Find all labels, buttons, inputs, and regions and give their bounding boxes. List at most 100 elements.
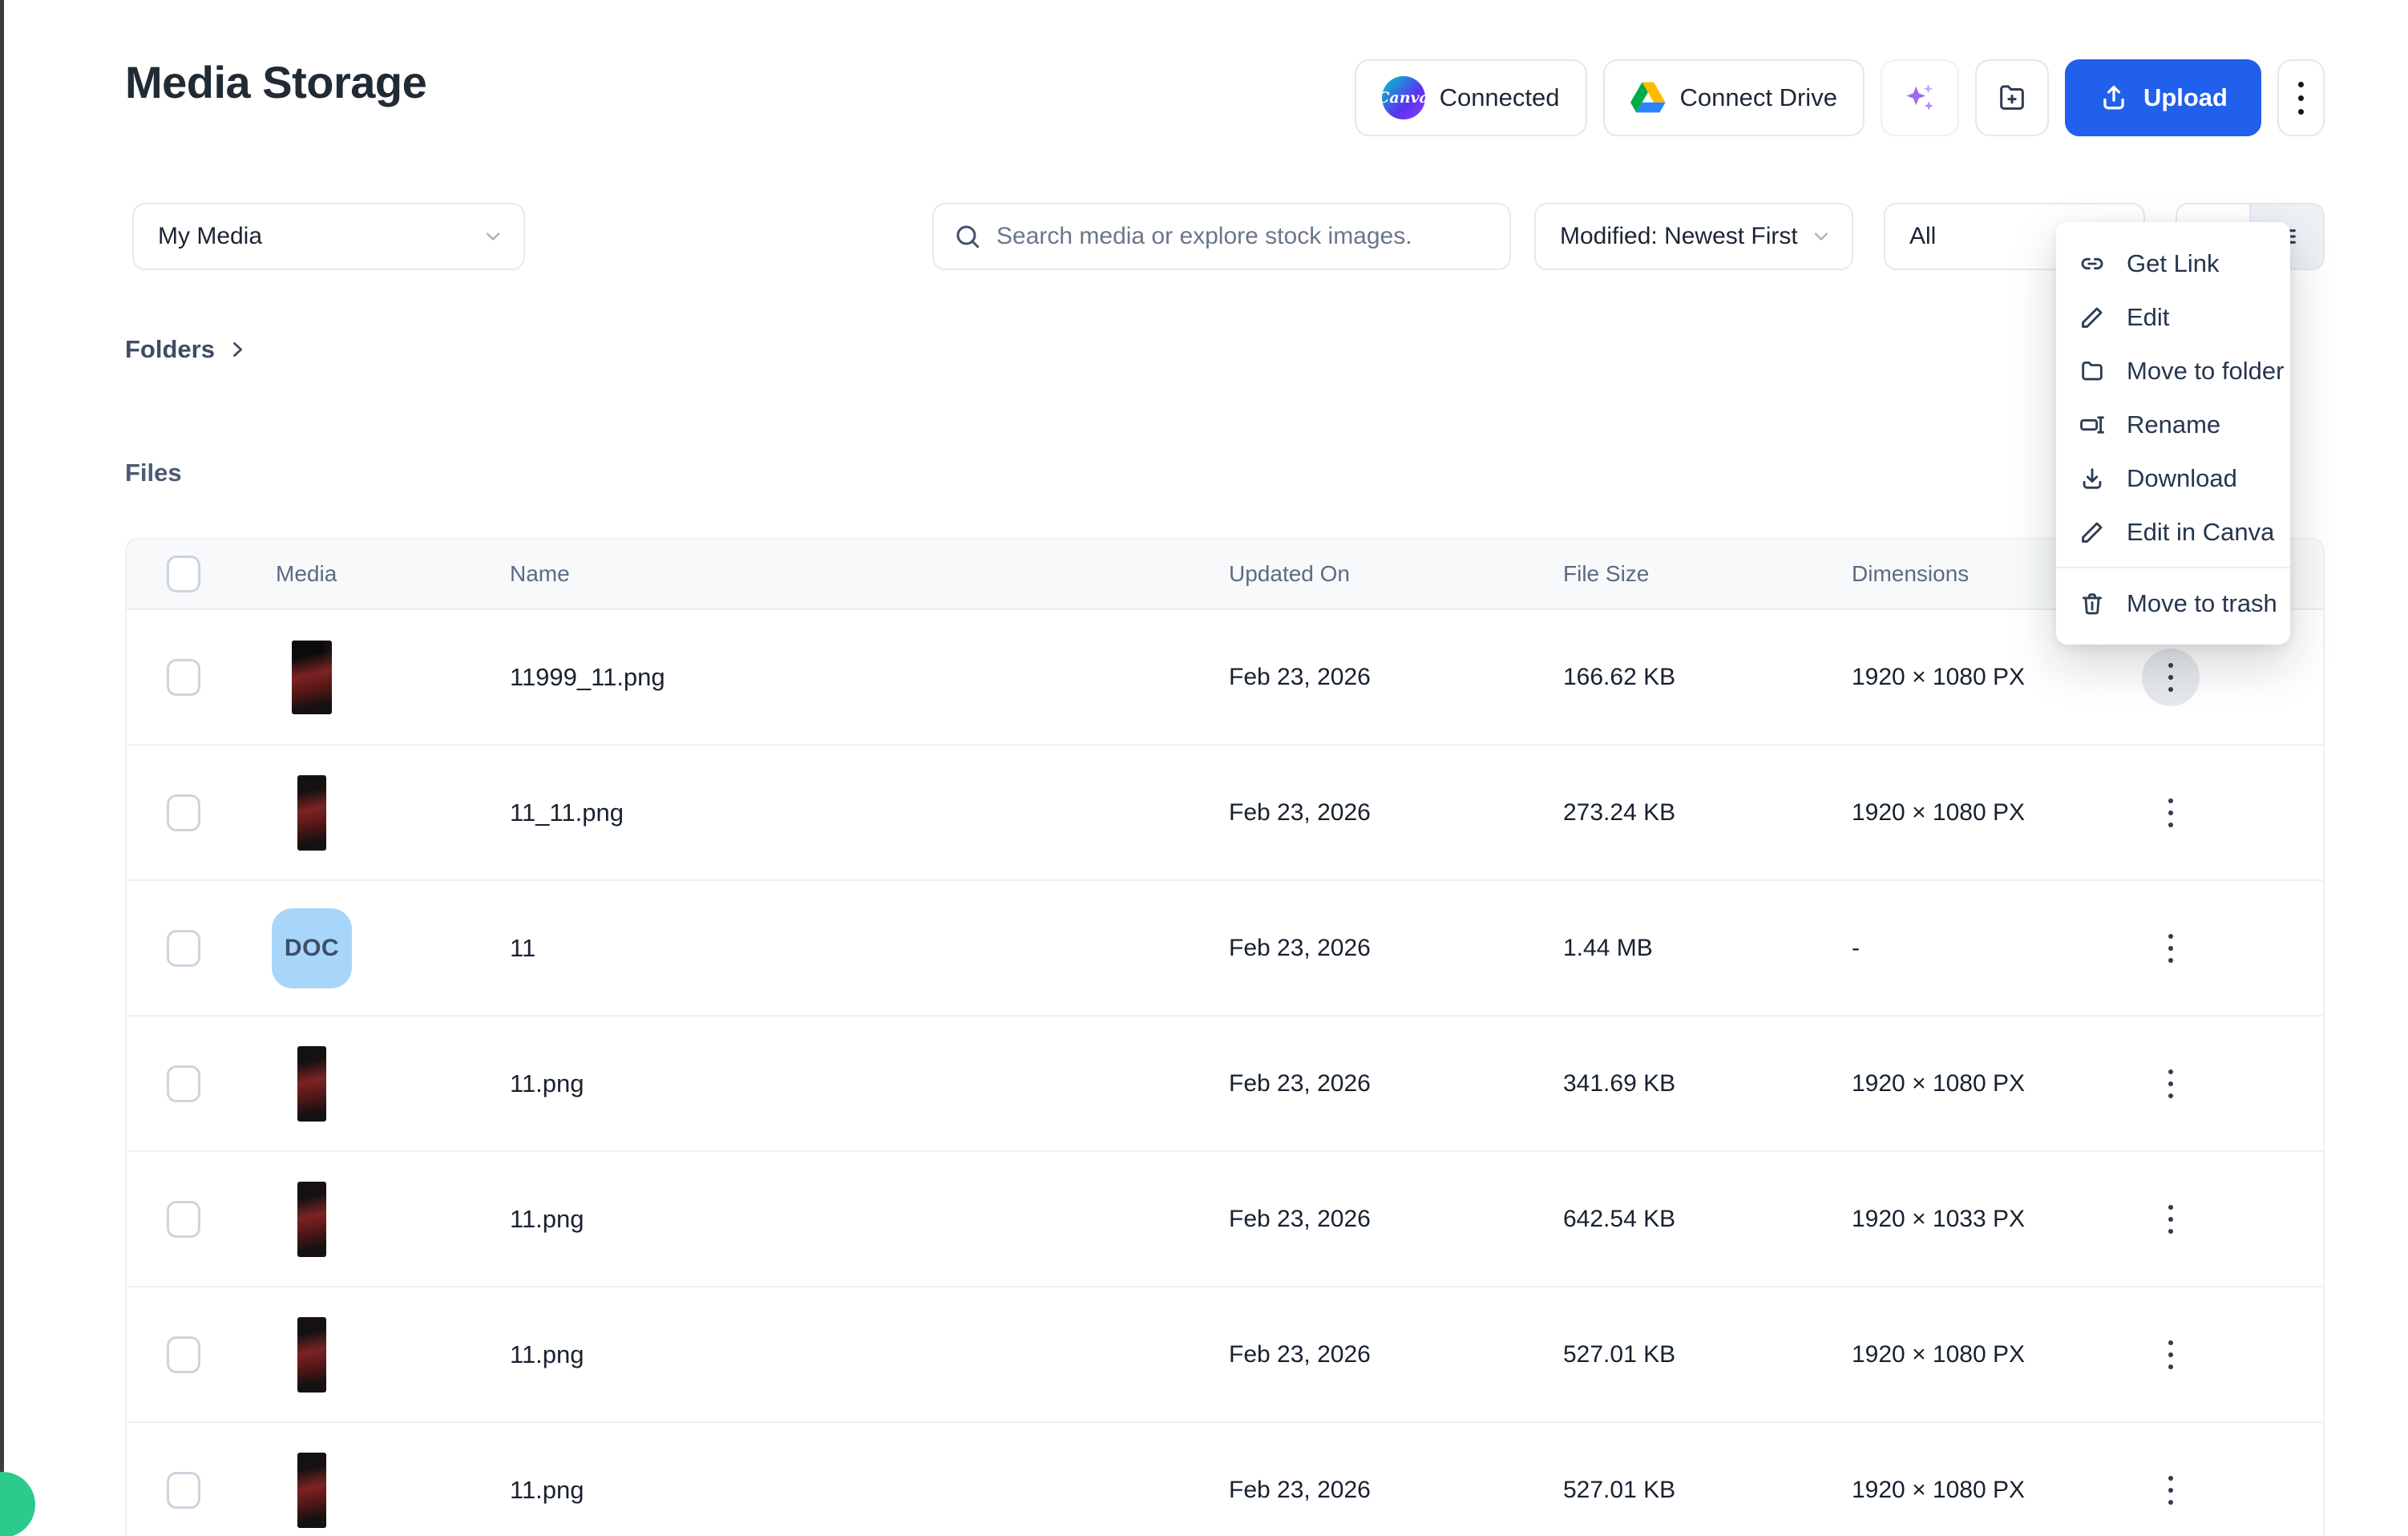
file-name: 11.png [510, 1204, 584, 1233]
pencil-icon [2079, 304, 2106, 331]
rename-icon [2079, 411, 2106, 439]
file-dimensions: 1920 × 1080 PX [1852, 663, 2026, 690]
row-checkbox[interactable] [167, 658, 200, 696]
table-row[interactable]: 11.png Feb 23, 2026 527.01 KB 1920 × 108… [127, 1287, 2323, 1423]
menu-item-label: Move to trash [2127, 588, 2277, 617]
ai-sparkles-button[interactable] [1880, 59, 1959, 136]
kebab-icon [2168, 933, 2173, 963]
doc-type-badge: DOC [272, 907, 352, 988]
file-updated: Feb 23, 2026 [1229, 1069, 1371, 1097]
file-updated: Feb 23, 2026 [1229, 798, 1371, 826]
row-checkbox[interactable] [167, 1471, 200, 1509]
files-label: Files [125, 459, 182, 487]
row-checkbox[interactable] [167, 929, 200, 967]
file-dimensions: 1920 × 1080 PX [1852, 1476, 2026, 1503]
file-name: 11.png [510, 1340, 584, 1368]
connect-drive-label: Connect Drive [1679, 83, 1837, 111]
file-name: 11.png [510, 1475, 584, 1504]
table-row[interactable]: 11999_11.png Feb 23, 2026 166.62 KB 1920… [127, 610, 2323, 746]
table-row[interactable]: DOC 11 Feb 23, 2026 1.44 MB - [127, 881, 2323, 1017]
search-input[interactable] [932, 203, 1511, 270]
canva-connected-button[interactable]: Canva Connected [1354, 59, 1587, 136]
files-table: Media Name Updated On File Size Dimensio… [125, 538, 2325, 1536]
file-size: 273.24 KB [1563, 798, 1676, 826]
select-all-checkbox[interactable] [167, 556, 200, 592]
chat-widget-button[interactable] [0, 1472, 35, 1536]
folders-section-toggle[interactable]: Folders [125, 335, 248, 364]
canva-connected-label: Connected [1439, 83, 1560, 111]
header-actions: Canva Connected Connect Drive [1354, 59, 2325, 136]
column-header-dimensions: Dimensions [1852, 561, 1970, 586]
kebab-icon [2298, 81, 2304, 115]
file-updated: Feb 23, 2026 [1229, 934, 1371, 961]
row-checkbox[interactable] [167, 1200, 200, 1238]
filter-row: My Media Modified: Newest First All [125, 203, 2325, 270]
row-actions-button[interactable] [2142, 1190, 2200, 1248]
file-dimensions: 1920 × 1080 PX [1852, 1069, 2026, 1097]
link-icon [2079, 250, 2106, 277]
menu-item-edit-in-canva[interactable]: Edit in Canva [2056, 505, 2290, 559]
file-size: 527.01 KB [1563, 1340, 1676, 1368]
connect-drive-button[interactable]: Connect Drive [1602, 59, 1865, 136]
row-actions-button[interactable] [2142, 920, 2200, 977]
media-thumbnail [292, 640, 332, 714]
file-updated: Feb 23, 2026 [1229, 1340, 1371, 1368]
folder-icon [2079, 358, 2106, 385]
media-thumbnail [297, 1452, 326, 1528]
column-header-updated: Updated On [1229, 561, 1350, 586]
row-actions-button[interactable] [2142, 1461, 2200, 1519]
upload-button[interactable]: Upload [2064, 59, 2261, 136]
row-actions-button[interactable] [2142, 1326, 2200, 1384]
file-size: 642.54 KB [1563, 1205, 1676, 1232]
chevron-down-icon [482, 225, 504, 248]
search-field [932, 203, 1511, 270]
kebab-icon [2168, 1204, 2173, 1234]
menu-item-download[interactable]: Download [2056, 451, 2290, 505]
file-dimensions: - [1852, 934, 1860, 961]
file-name: 11_11.png [510, 798, 624, 827]
sort-select[interactable]: Modified: Newest First [1534, 203, 1853, 270]
add-folder-button[interactable] [1974, 59, 2049, 136]
sort-select-value: Modified: Newest First [1560, 223, 1798, 249]
file-name: 11999_11.png [510, 662, 665, 691]
file-size: 166.62 KB [1563, 663, 1676, 690]
library-select-value: My Media [158, 223, 263, 249]
table-header: Media Name Updated On File Size Dimensio… [127, 540, 2323, 610]
column-header-media: Media [276, 561, 337, 586]
search-icon [956, 225, 980, 249]
page-title: Media Storage [125, 57, 427, 107]
chevron-right-icon [226, 338, 248, 361]
file-size: 527.01 KB [1563, 1476, 1676, 1503]
media-thumbnail [297, 1045, 326, 1122]
row-actions-button[interactable] [2142, 648, 2200, 706]
header-more-button[interactable] [2277, 59, 2325, 136]
menu-item-label: Get Link [2127, 249, 2220, 277]
menu-item-label: Move to folder [2127, 356, 2285, 385]
menu-item-move-to-trash[interactable]: Move to trash [2056, 576, 2290, 630]
table-row[interactable]: 11_11.png Feb 23, 2026 273.24 KB 1920 × … [127, 746, 2323, 881]
menu-item-edit[interactable]: Edit [2056, 290, 2290, 344]
menu-item-move-to-folder[interactable]: Move to folder [2056, 344, 2290, 398]
table-row[interactable]: 11.png Feb 23, 2026 642.54 KB 1920 × 103… [127, 1152, 2323, 1287]
row-checkbox[interactable] [167, 794, 200, 831]
row-actions-button[interactable] [2142, 784, 2200, 842]
file-size: 341.69 KB [1563, 1069, 1676, 1097]
library-select[interactable]: My Media [132, 203, 525, 270]
window-left-edge [0, 0, 4, 1536]
media-thumbnail [297, 1181, 326, 1257]
table-row[interactable]: 11.png Feb 23, 2026 527.01 KB 1920 × 108… [127, 1423, 2323, 1536]
download-icon [2079, 465, 2106, 492]
menu-item-get-link[interactable]: Get Link [2056, 236, 2290, 290]
menu-item-rename[interactable]: Rename [2056, 398, 2290, 451]
row-checkbox[interactable] [167, 1065, 200, 1102]
row-actions-button[interactable] [2142, 1055, 2200, 1113]
menu-item-label: Edit in Canva [2127, 517, 2275, 546]
kebab-icon [2168, 1069, 2173, 1098]
row-checkbox[interactable] [167, 1336, 200, 1373]
folder-plus-icon [1996, 82, 2028, 114]
file-updated: Feb 23, 2026 [1229, 1476, 1371, 1503]
file-name: 11.png [510, 1069, 584, 1097]
upload-icon [2099, 83, 2129, 113]
table-row[interactable]: 11.png Feb 23, 2026 341.69 KB 1920 × 108… [127, 1017, 2323, 1152]
